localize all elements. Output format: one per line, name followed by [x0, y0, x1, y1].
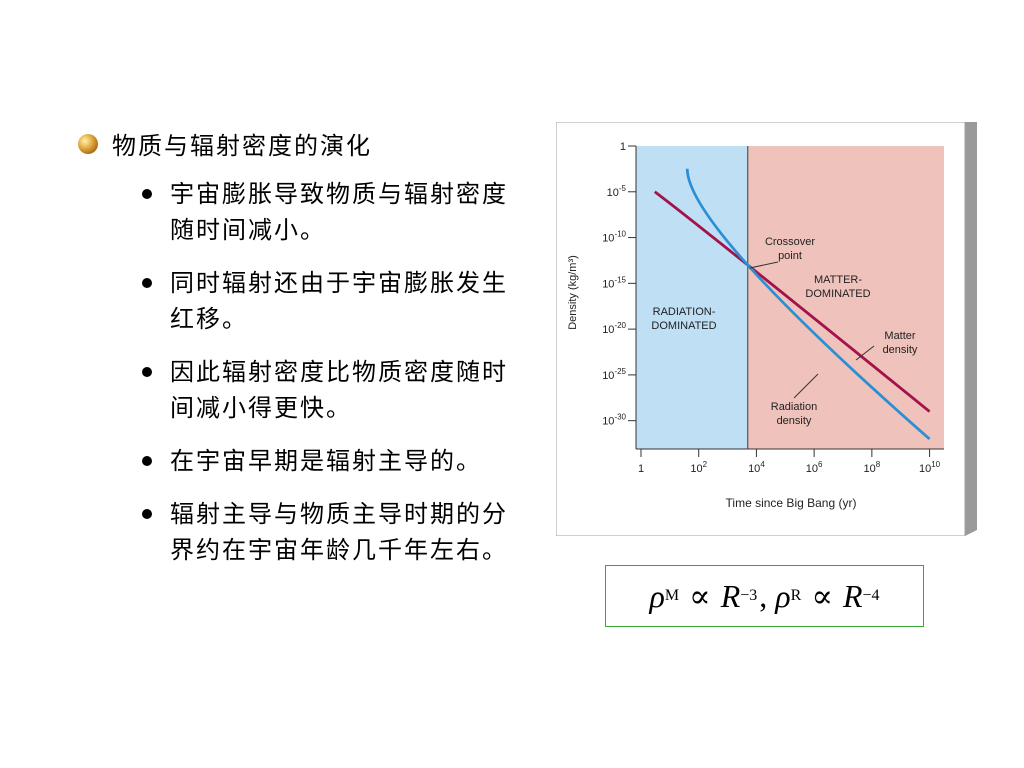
bullet-text: 因此辐射密度比物质密度随时间减小得更快。 [170, 358, 508, 422]
bullet-dot-icon [142, 367, 152, 377]
y-tick-label: 10-20 [602, 321, 626, 336]
bullet-item: 因此辐射密度比物质密度随时间减小得更快。 [138, 354, 518, 426]
bullet-list: 宇宙膨胀导致物质与辐射密度随时间减小。 同时辐射还由于宇宙膨胀发生红移。 因此辐… [138, 176, 518, 585]
formula-comma: , [759, 577, 768, 614]
x-tick-label: 102 [690, 460, 707, 475]
gold-bullet-icon [78, 133, 98, 154]
x-axis-label: Time since Big Bang (yr) [726, 496, 857, 510]
rho-symbol: ρ [775, 577, 791, 614]
scale-factor-symbol: R [842, 577, 863, 614]
bullet-item: 辐射主导与物质主导时期的分界约在宇宙年龄几千年左右。 [138, 496, 518, 568]
radiation-subscript: R [790, 587, 802, 604]
bullet-text: 同时辐射还由于宇宙膨胀发生红移。 [170, 269, 508, 333]
matter-leader-line [855, 345, 875, 361]
bullet-dot-icon [142, 509, 152, 519]
frame-bevel-side [965, 116, 977, 536]
bullet-text: 辐射主导与物质主导时期的分界约在宇宙年龄几千年左右。 [170, 500, 508, 564]
heading-text: 物质与辐射密度的演化 [112, 132, 372, 160]
radiation-dominated-label: RADIATION-DOMINATED [651, 306, 716, 332]
bullet-text: 宇宙膨胀导致物质与辐射密度随时间减小。 [170, 180, 508, 244]
matter-dominated-label: MATTER-DOMINATED [805, 274, 870, 300]
x-tick-label: 106 [806, 460, 823, 475]
x-tick-label: 1 [638, 463, 644, 475]
y-tick-label: 10-10 [602, 230, 626, 245]
bullet-text: 在宇宙早期是辐射主导的。 [170, 447, 482, 475]
radiation-leader-line [793, 373, 819, 399]
x-tick-label: 1010 [919, 460, 941, 475]
bullet-dot-icon [142, 189, 152, 199]
matter-exponent: −3 [740, 587, 758, 604]
scale-factor-symbol: R [720, 577, 741, 614]
bullet-item: 在宇宙早期是辐射主导的。 [138, 443, 518, 479]
y-tick-label: 1 [620, 141, 626, 153]
bullet-dot-icon [142, 278, 152, 288]
y-tick-label: 10-25 [602, 367, 626, 382]
rho-symbol: ρ [649, 577, 665, 614]
density-chart: 1 10-5 10-10 10-15 10-20 10-25 10-30 1 102 104 106… [555, 116, 977, 537]
proportional-symbol: ∝ [811, 578, 833, 614]
matter-density-label: Matter density [883, 330, 918, 356]
bullet-item: 宇宙膨胀导致物质与辐射密度随时间减小。 [138, 176, 518, 248]
bullet-dot-icon [142, 456, 152, 466]
radiation-density-label: Radiation density [771, 401, 817, 427]
crossover-point-label: Crossover point [765, 236, 815, 262]
proportional-symbol: ∝ [689, 578, 711, 614]
radiation-density-curve [685, 168, 931, 441]
heading-item: 物质与辐射密度的演化 [78, 126, 518, 161]
chart-figure: 1 10-5 10-10 10-15 10-20 10-25 10-30 1 102 104 106… [555, 116, 977, 537]
y-tick-label: 10-15 [602, 275, 626, 290]
bullet-item: 同时辐射还由于宇宙膨胀发生红移。 [138, 265, 518, 337]
crossover-leader-line [749, 261, 779, 269]
y-tick-label: 10-5 [607, 184, 627, 199]
radiation-exponent: −4 [862, 587, 880, 604]
x-tick-label: 104 [748, 460, 765, 475]
matter-subscript: M [664, 587, 680, 604]
y-axis-label: Density (kg/m³) [567, 255, 579, 330]
x-tick-label: 108 [864, 460, 881, 475]
region-0 [636, 146, 748, 449]
y-tick-label: 10-30 [602, 413, 626, 428]
